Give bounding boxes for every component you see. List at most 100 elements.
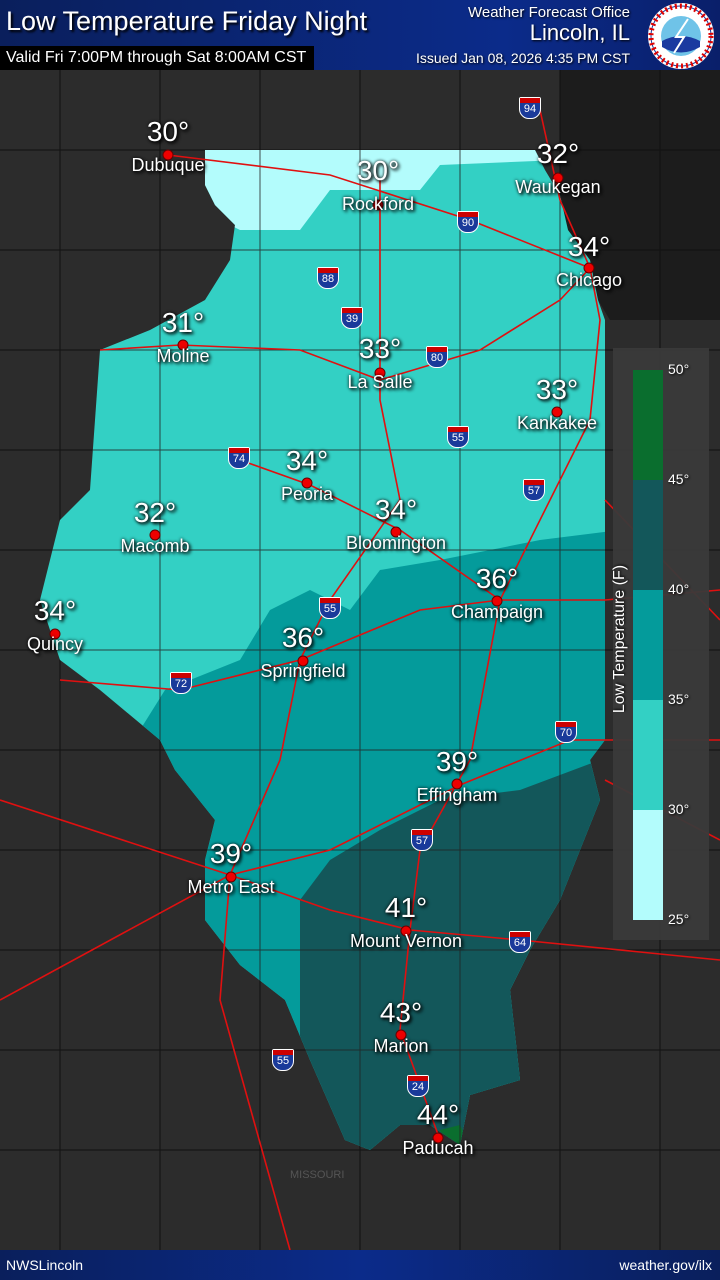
city-marker [583, 262, 595, 274]
interstate-shield: 24 [407, 1075, 429, 1097]
header-bar: Low Temperature Friday Night Valid Fri 7… [0, 0, 720, 70]
city-temp: 33° [535, 374, 579, 405]
city-temp: 32° [133, 497, 177, 528]
city-marker [177, 339, 189, 351]
city-temp: 36° [281, 622, 325, 653]
interstate-shield: 74 [228, 447, 250, 469]
city-marker [162, 149, 174, 161]
interstate-shield: 72 [170, 672, 192, 694]
city-label: 34° Chicago [556, 233, 622, 291]
interstate-shield: 57 [523, 479, 545, 501]
legend-tick: 25° [668, 911, 690, 927]
legend-title: Low Temperature (F) [611, 564, 628, 714]
city-name: Springfield [260, 661, 346, 681]
city-label: 39° Effingham [417, 748, 498, 806]
legend-tick: 35° [668, 691, 690, 707]
city-marker [49, 628, 61, 640]
city-name: Champaign [450, 602, 544, 622]
city-label: 34° Quincy [27, 597, 83, 655]
wfo-label: Weather Forecast Office [467, 4, 630, 21]
city-temp: 43° [379, 997, 423, 1028]
city-label: 30° Rockford [342, 157, 414, 215]
city-temp: 44° [416, 1099, 460, 1130]
city-temp: 31° [161, 307, 205, 338]
interstate-shield: 88 [317, 267, 339, 289]
nws-logo [648, 3, 714, 69]
city-label: 31° Moline [156, 309, 209, 367]
legend-swatch-30-35 [633, 700, 663, 810]
city-label: 41° Mount Vernon [350, 894, 462, 952]
city-name: Macomb [120, 536, 190, 556]
city-name: Paducah [402, 1138, 474, 1158]
city-marker [225, 871, 237, 883]
city-label: 30° Dubuque [131, 118, 204, 176]
city-label: 39° Metro East [187, 840, 274, 898]
city-marker [301, 477, 313, 489]
city-label: 44° Paducah [402, 1101, 473, 1159]
city-name: Quincy [26, 634, 84, 654]
city-marker [390, 526, 402, 538]
page-title: Low Temperature Friday Night [6, 6, 368, 36]
city-label: 32° Macomb [120, 499, 189, 557]
city-label: 33° La Salle [347, 335, 412, 393]
city-label: 33° Kankakee [517, 376, 597, 434]
legend-swatch-35-40 [633, 590, 663, 700]
city-name: Kankakee [516, 413, 598, 433]
city-marker [551, 406, 563, 418]
city-label: 36° Champaign [451, 565, 543, 623]
city-temp: 41° [384, 892, 428, 923]
footer-bar: NWSLincoln weather.gov/ilx [0, 1250, 720, 1280]
interstate-shield: 55 [447, 426, 469, 448]
interstate-shield: 70 [555, 721, 577, 743]
city-marker [374, 367, 386, 379]
city-label: 32° Waukegan [515, 140, 600, 198]
city-name: Moline [156, 346, 210, 366]
city-marker [432, 1132, 444, 1144]
city-label: 43° Marion [373, 999, 428, 1057]
city-name: Dubuque [131, 155, 205, 175]
state-label-missouri: MISSOURI [290, 1169, 344, 1181]
office-name: Lincoln, IL [529, 20, 630, 45]
interstate-shield: 57 [411, 829, 433, 851]
city-label: 34° Bloomington [346, 496, 446, 554]
city-label: 36° Springfield [260, 624, 345, 682]
city-marker [400, 925, 412, 937]
city-marker [552, 172, 564, 184]
city-marker [149, 529, 161, 541]
city-temp: 33° [358, 333, 402, 364]
interstate-shield: 39 [341, 307, 363, 329]
city-name: Marion [373, 1036, 429, 1056]
legend-swatch-25-30 [633, 810, 663, 920]
city-marker [372, 199, 384, 211]
interstate-shield: 90 [457, 211, 479, 233]
city-marker [297, 655, 309, 667]
city-name: Bloomington [345, 533, 447, 553]
legend-tick: 30° [668, 801, 690, 817]
valid-period: Valid Fri 7:00PM through Sat 8:00AM CST [0, 46, 315, 70]
city-temp: 32° [536, 138, 580, 169]
lake-michigan [560, 70, 720, 320]
city-temp: 34° [33, 595, 77, 626]
city-temp: 34° [567, 231, 611, 262]
city-temp: 30° [356, 155, 400, 186]
city-temp: 30° [146, 116, 190, 147]
interstate-shield: 64 [509, 931, 531, 953]
city-temp: 39° [435, 746, 479, 777]
city-name: Waukegan [515, 177, 601, 197]
city-temp: 39° [209, 838, 253, 869]
city-temp: 34° [374, 494, 418, 525]
legend-swatch-40-45 [633, 480, 663, 590]
issued-time: Issued Jan 08, 2026 4:35 PM CST [415, 50, 630, 66]
legend-tick: 45° [668, 471, 690, 487]
interstate-shield: 55 [319, 597, 341, 619]
legend-tick: 40° [668, 581, 690, 597]
city-name: Effingham [416, 785, 498, 805]
city-name: Rockford [341, 194, 415, 214]
city-name: Peoria [280, 484, 334, 504]
city-name: Mount Vernon [349, 931, 463, 951]
city-name: Metro East [187, 877, 275, 897]
interstate-shield: 80 [426, 346, 448, 368]
city-label: 34° Peoria [281, 447, 333, 505]
